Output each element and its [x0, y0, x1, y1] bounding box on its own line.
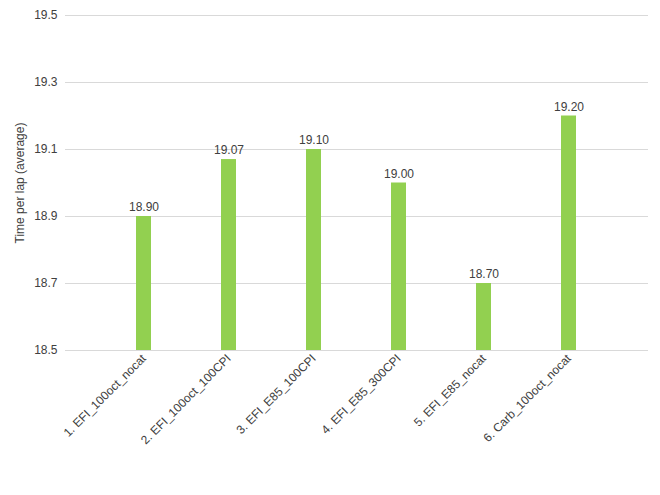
svg-text:19.07: 19.07 [214, 143, 244, 157]
svg-text:19.3: 19.3 [34, 75, 58, 89]
svg-text:18.70: 18.70 [469, 267, 499, 281]
svg-text:19.1: 19.1 [34, 142, 58, 156]
svg-text:18.5: 18.5 [34, 343, 58, 357]
svg-text:19.10: 19.10 [299, 133, 329, 147]
svg-text:Time per lap (average): Time per lap (average) [13, 123, 27, 244]
svg-text:19.5: 19.5 [34, 8, 58, 22]
svg-text:2. EFI_100oct_100CPI: 2. EFI_100oct_100CPI [138, 351, 234, 447]
svg-text:3. EFI_E85_100CPI: 3. EFI_E85_100CPI [233, 351, 318, 436]
svg-text:5. EFI_E85_nocat: 5. EFI_E85_nocat [411, 351, 489, 429]
svg-text:6. Carb_100oct_nocat: 6. Carb_100oct_nocat [480, 351, 574, 445]
svg-text:19.00: 19.00 [384, 167, 414, 181]
svg-text:19.20: 19.20 [554, 100, 584, 114]
svg-text:4. EFI_E85_300CPI: 4. EFI_E85_300CPI [318, 351, 403, 436]
svg-text:18.9: 18.9 [34, 209, 58, 223]
svg-text:18.7: 18.7 [34, 276, 58, 290]
svg-text:18.90: 18.90 [129, 200, 159, 214]
svg-text:1. EFI_100oct_nocat: 1. EFI_100oct_nocat [61, 351, 150, 440]
